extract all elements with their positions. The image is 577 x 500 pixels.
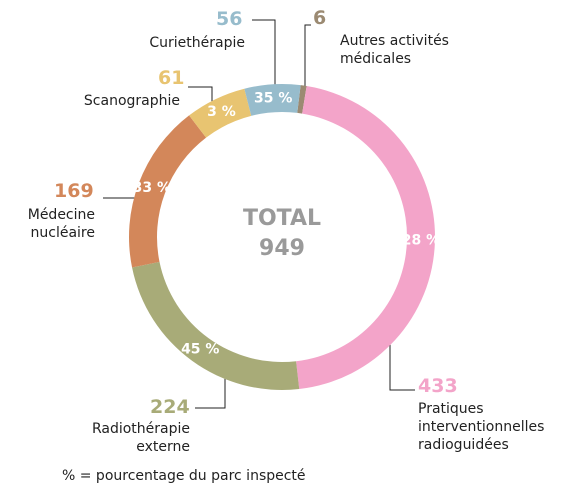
percent-label: 35 %: [254, 90, 292, 106]
value-label: 169: [54, 180, 94, 202]
category-label: Médecine nucléaire: [27, 207, 95, 241]
value-label: 56: [216, 8, 243, 30]
category-label: Curiethérapie: [149, 35, 245, 51]
donut-segment: [296, 86, 435, 390]
leader-line: [304, 24, 311, 90]
leader-line: [252, 19, 276, 90]
category-label: Pratiques interventionnelles radioguidée…: [418, 401, 545, 453]
footnote: % = pourcentage du parc inspecté: [62, 468, 306, 484]
center-title: TOTAL: [242, 206, 322, 231]
percent-label: 28 %: [402, 232, 440, 248]
value-label: 433: [418, 375, 458, 397]
percent-label: 33 %: [133, 180, 171, 196]
percent-label: 45 %: [181, 341, 219, 357]
category-label: Radiothérapie externe: [91, 421, 190, 455]
category-label: Autres activités médicales: [340, 33, 449, 67]
donut-segment: [297, 85, 307, 114]
donut-segment: [129, 115, 207, 268]
leader-line: [195, 365, 226, 409]
percent-label: 3 %: [207, 104, 236, 120]
category-label: Scanographie: [83, 93, 180, 109]
leader-line: [389, 340, 415, 391]
donut-segment: [189, 88, 252, 138]
value-label: 6: [313, 7, 327, 29]
donut-segment: [244, 84, 301, 116]
center-total: 949: [259, 236, 305, 261]
value-label: 224: [150, 396, 190, 418]
value-label: 61: [158, 67, 185, 89]
leader-lines: [103, 19, 415, 409]
donut-segment: [132, 261, 300, 390]
